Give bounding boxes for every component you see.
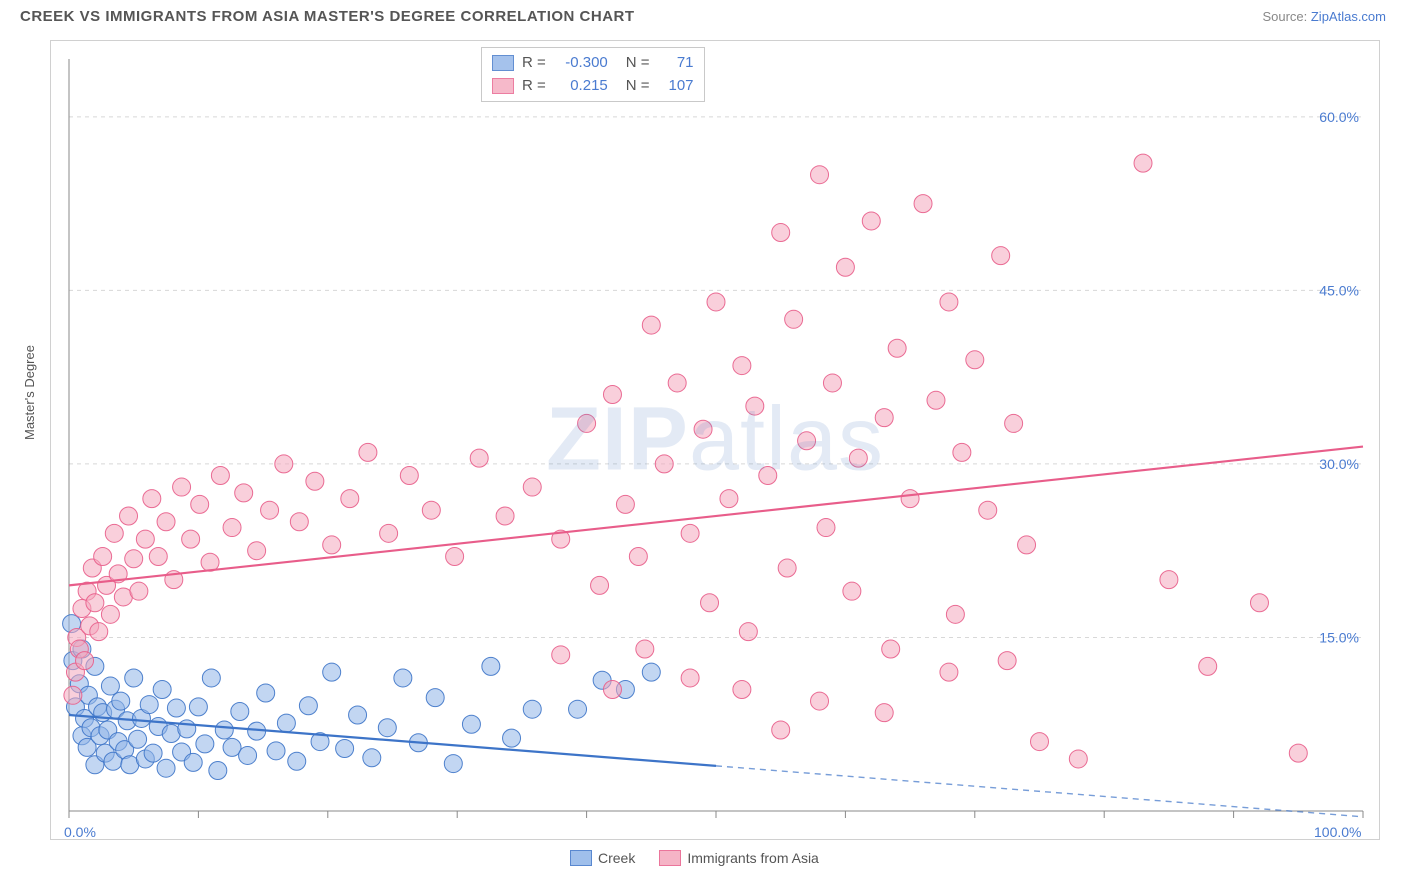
stat-n-value: 71 [658,52,694,75]
source-prefix: Source: [1262,9,1310,24]
y-axis-label: Master's Degree [22,345,37,440]
source-attribution: Source: ZipAtlas.com [1262,9,1386,24]
stat-n-label: N = [626,75,650,98]
stat-r-label: R = [522,52,546,75]
stats-row: R = -0.300 N = 71 [492,52,694,75]
chart-container: CREEK VS IMMIGRANTS FROM ASIA MASTER'S D… [0,0,1406,892]
legend-item: Creek [570,850,635,866]
legend-label: Creek [598,850,635,866]
header: CREEK VS IMMIGRANTS FROM ASIA MASTER'S D… [0,0,1406,29]
x-axis-max-label: 100.0% [1314,824,1361,840]
svg-text:15.0%: 15.0% [1319,629,1359,645]
legend: Creek Immigrants from Asia [570,850,819,866]
legend-swatch [570,850,592,866]
legend-item: Immigrants from Asia [659,850,818,866]
svg-text:60.0%: 60.0% [1319,109,1359,125]
stat-r-value: -0.300 [554,52,608,75]
scatter-chart-svg: 15.0% 30.0% 45.0% 60.0% [51,41,1381,841]
x-axis-min-label: 0.0% [64,824,96,840]
chart-title: CREEK VS IMMIGRANTS FROM ASIA MASTER'S D… [20,8,635,25]
legend-label: Immigrants from Asia [687,850,818,866]
stat-r-label: R = [522,75,546,98]
stat-r-value: 0.215 [554,75,608,98]
chart-area: 15.0%30.0%45.0%60.0% ZIPatlas R =-0.300N… [50,40,1380,840]
legend-swatch [492,55,514,71]
legend-swatch [492,78,514,94]
svg-text:45.0%: 45.0% [1319,282,1359,298]
legend-swatch [659,850,681,866]
stats-row: R = 0.215 N = 107 [492,75,694,98]
stat-n-value: 107 [658,75,694,98]
svg-text:30.0%: 30.0% [1319,456,1359,472]
source-link[interactable]: ZipAtlas.com [1311,9,1386,24]
correlation-stats-box: R = -0.300 N = 71 R = 0.215 N = 107 [481,47,705,102]
stat-n-label: N = [626,52,650,75]
